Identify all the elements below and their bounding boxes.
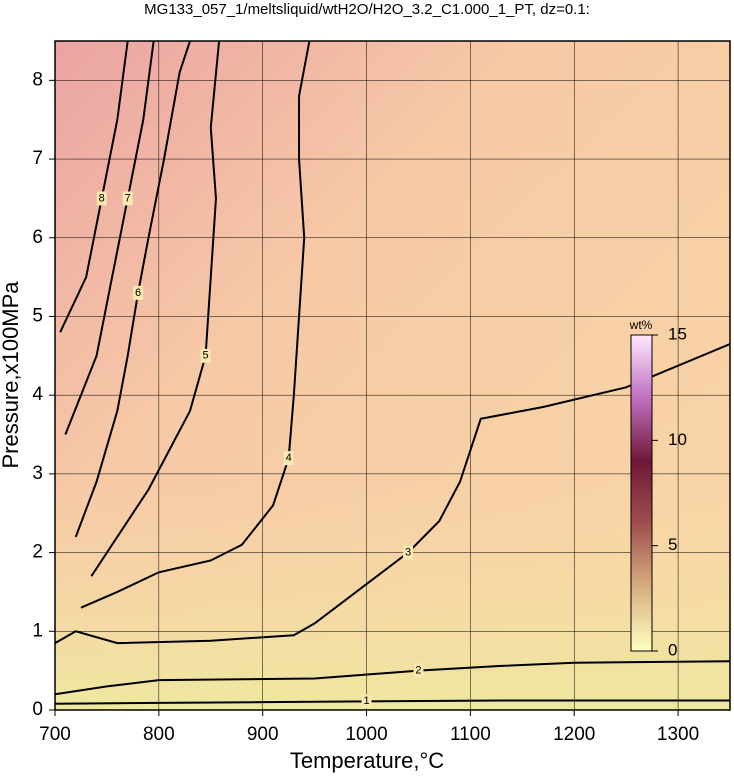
contour-line (55, 660, 730, 696)
x-tick-label: 1300 (657, 724, 699, 745)
y-tick-label: 3 (32, 463, 43, 484)
contour-label-bg (133, 285, 144, 300)
y-tick-label: 0 (32, 699, 43, 720)
contour-label-bg (122, 191, 133, 206)
colorbar-tick-label: 0 (668, 640, 677, 659)
y-tick-label: 6 (32, 227, 43, 248)
x-tick-label: 800 (143, 724, 175, 745)
x-axis-label: Temperature,°C (290, 748, 444, 773)
contour-label-bg (283, 451, 294, 466)
contour-label: 7 (125, 192, 131, 204)
contour-label-bg (413, 663, 424, 678)
x-tick-label: 1100 (450, 724, 491, 745)
contour-label: 4 (286, 452, 292, 464)
contour-label: 6 (135, 287, 141, 299)
contour-label-bg (403, 545, 414, 560)
y-tick-label: 2 (32, 542, 43, 563)
plot-shade (55, 480, 730, 710)
colorbar (630, 334, 653, 652)
colorbar-title: wt% (629, 318, 653, 332)
y-axis-label: Pressure,x100MPa (0, 281, 23, 469)
contour-label-bg (200, 348, 211, 363)
contour-label: 2 (415, 665, 421, 677)
plot-area: 1 2 3 4 5 6 7 8 (55, 41, 730, 710)
chart-title: MG133_057_1/meltsliquid/wtH2O/H2O_3.2_C1… (144, 1, 590, 18)
plot-frame (54, 40, 731, 711)
y-tick-label: 8 (32, 69, 43, 90)
y-tick-label: 7 (32, 148, 43, 169)
contour-label: 1 (363, 695, 369, 707)
y-tick-label: 4 (32, 384, 43, 405)
contour-line (90, 41, 221, 577)
contour-label-bg (96, 191, 107, 206)
contour-label: 8 (99, 192, 105, 204)
contour-label: 3 (405, 546, 411, 558)
contour-label-bg (361, 694, 372, 709)
colorbar-tick-label: 15 (668, 324, 687, 343)
contour-label: 5 (203, 350, 209, 362)
x-tick-label: 700 (39, 724, 71, 745)
colorbar-tick-label: 5 (668, 535, 677, 554)
x-tick-label: 900 (247, 724, 279, 745)
y-tick-label: 1 (32, 620, 43, 641)
contour-line (64, 41, 155, 435)
x-tick-label: 1200 (553, 724, 595, 745)
y-tick-label: 5 (32, 305, 43, 326)
colorbar-tick-label: 10 (668, 430, 687, 449)
x-tick-label: 1000 (345, 724, 387, 745)
contour-line (55, 699, 730, 705)
